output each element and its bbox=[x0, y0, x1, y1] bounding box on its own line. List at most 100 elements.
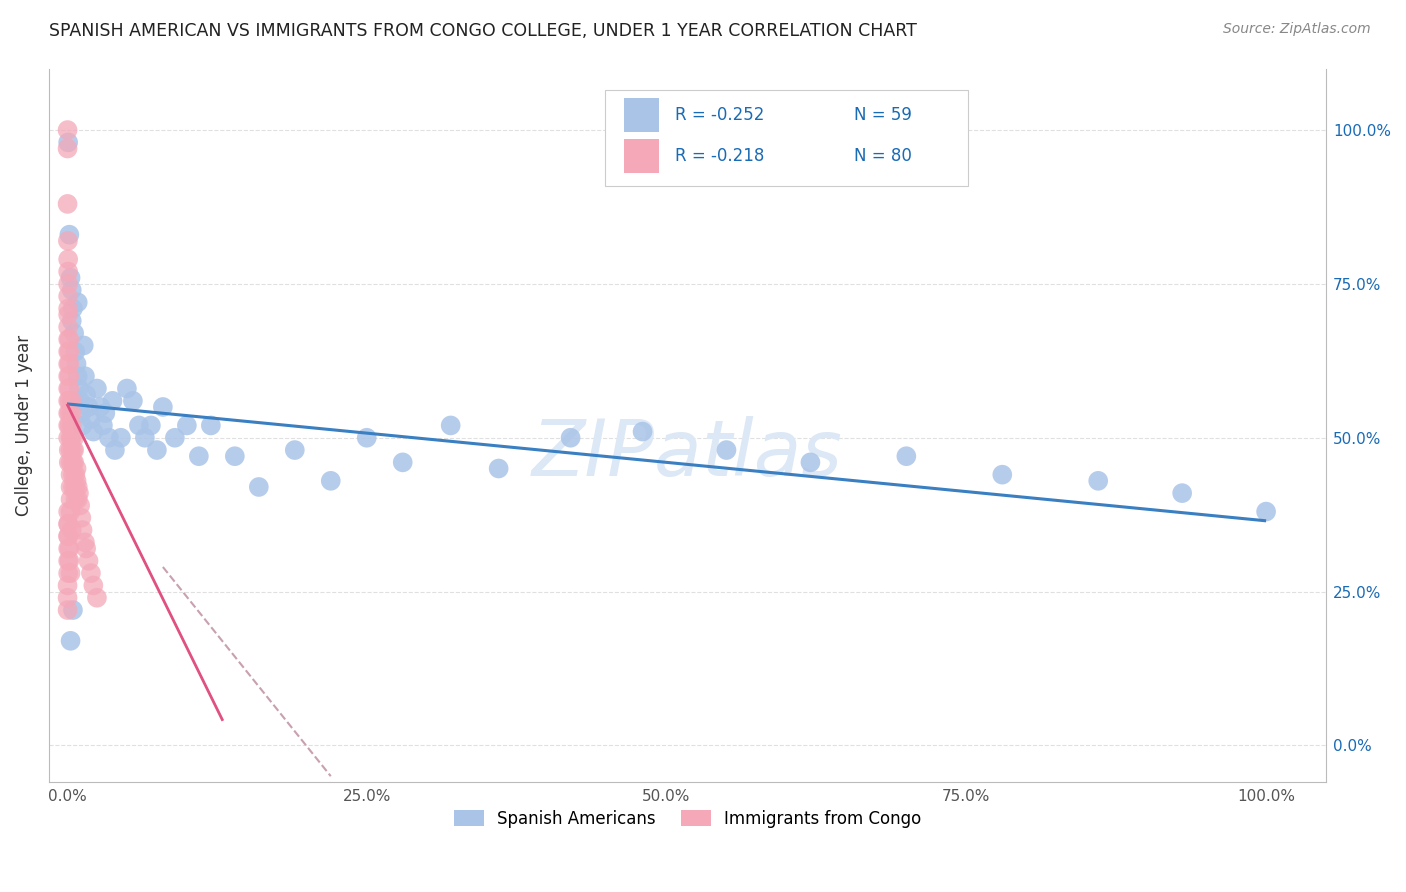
Point bbox=[69, 393, 91, 408]
Point bbox=[59, 270, 82, 285]
Point bbox=[67, 382, 90, 396]
Point bbox=[77, 554, 100, 568]
Point bbox=[62, 455, 84, 469]
Point bbox=[58, 344, 80, 359]
Point bbox=[58, 443, 80, 458]
Point bbox=[67, 486, 90, 500]
Point bbox=[65, 474, 87, 488]
Point bbox=[58, 332, 80, 346]
Point bbox=[58, 541, 80, 556]
Point bbox=[59, 455, 82, 469]
Point bbox=[152, 400, 174, 414]
Point bbox=[284, 443, 307, 458]
Point bbox=[82, 578, 104, 592]
Point bbox=[56, 308, 79, 322]
Point bbox=[56, 541, 79, 556]
Point bbox=[187, 449, 209, 463]
Point bbox=[94, 406, 117, 420]
Point bbox=[58, 369, 80, 384]
Point bbox=[56, 591, 79, 605]
Point bbox=[110, 431, 132, 445]
Point bbox=[59, 505, 82, 519]
Point bbox=[80, 412, 103, 426]
Point bbox=[59, 443, 82, 458]
Point bbox=[224, 449, 246, 463]
FancyBboxPatch shape bbox=[605, 90, 969, 186]
Point bbox=[56, 136, 79, 150]
FancyBboxPatch shape bbox=[624, 98, 659, 132]
Point bbox=[77, 400, 100, 414]
Point bbox=[65, 461, 87, 475]
Point bbox=[134, 431, 156, 445]
Y-axis label: College, Under 1 year: College, Under 1 year bbox=[15, 334, 32, 516]
Point bbox=[69, 499, 91, 513]
Legend: Spanish Americans, Immigrants from Congo: Spanish Americans, Immigrants from Congo bbox=[447, 804, 928, 835]
Point bbox=[356, 431, 378, 445]
Point bbox=[247, 480, 270, 494]
Point bbox=[59, 566, 82, 581]
Point bbox=[60, 418, 83, 433]
Point bbox=[56, 529, 79, 543]
Point bbox=[56, 418, 79, 433]
Point bbox=[391, 455, 413, 469]
Point bbox=[66, 492, 89, 507]
Point bbox=[63, 455, 86, 469]
Point bbox=[72, 418, 94, 433]
Point bbox=[1254, 505, 1277, 519]
Point bbox=[63, 326, 86, 340]
Point bbox=[56, 277, 79, 291]
Point bbox=[62, 443, 84, 458]
Point bbox=[63, 431, 86, 445]
Point bbox=[440, 418, 463, 433]
Point bbox=[58, 406, 80, 420]
Point bbox=[56, 252, 79, 267]
Point bbox=[56, 382, 79, 396]
Point bbox=[59, 467, 82, 482]
Point bbox=[59, 480, 82, 494]
Point bbox=[58, 393, 80, 408]
Point bbox=[66, 369, 89, 384]
Point bbox=[1171, 486, 1194, 500]
Point bbox=[59, 633, 82, 648]
Text: N = 80: N = 80 bbox=[853, 147, 911, 165]
Point bbox=[66, 295, 89, 310]
Text: N = 59: N = 59 bbox=[853, 106, 911, 124]
Point bbox=[104, 443, 127, 458]
Point bbox=[65, 357, 87, 371]
Point bbox=[122, 393, 145, 408]
Point bbox=[80, 566, 103, 581]
Point bbox=[91, 418, 114, 433]
Point bbox=[65, 344, 87, 359]
Point bbox=[128, 418, 150, 433]
Point bbox=[200, 418, 222, 433]
Point bbox=[63, 443, 86, 458]
Point bbox=[488, 461, 510, 475]
Point bbox=[73, 535, 96, 549]
Point bbox=[56, 406, 79, 420]
Point bbox=[72, 523, 94, 537]
Point bbox=[62, 467, 84, 482]
Point bbox=[58, 357, 80, 371]
Point bbox=[56, 301, 79, 316]
Point bbox=[58, 455, 80, 469]
Point bbox=[56, 529, 79, 543]
Point bbox=[56, 197, 79, 211]
Point bbox=[86, 591, 108, 605]
Point bbox=[56, 332, 79, 346]
Point bbox=[56, 603, 79, 617]
Point bbox=[115, 382, 138, 396]
Point bbox=[73, 369, 96, 384]
Point bbox=[56, 431, 79, 445]
Point bbox=[56, 393, 79, 408]
Point bbox=[146, 443, 169, 458]
Point bbox=[62, 301, 84, 316]
Point bbox=[176, 418, 198, 433]
Point bbox=[60, 431, 83, 445]
Point bbox=[56, 289, 79, 303]
Point bbox=[97, 431, 120, 445]
Point bbox=[70, 510, 93, 524]
Point bbox=[73, 338, 96, 352]
Point bbox=[60, 523, 83, 537]
Point bbox=[560, 431, 582, 445]
Point bbox=[62, 603, 84, 617]
